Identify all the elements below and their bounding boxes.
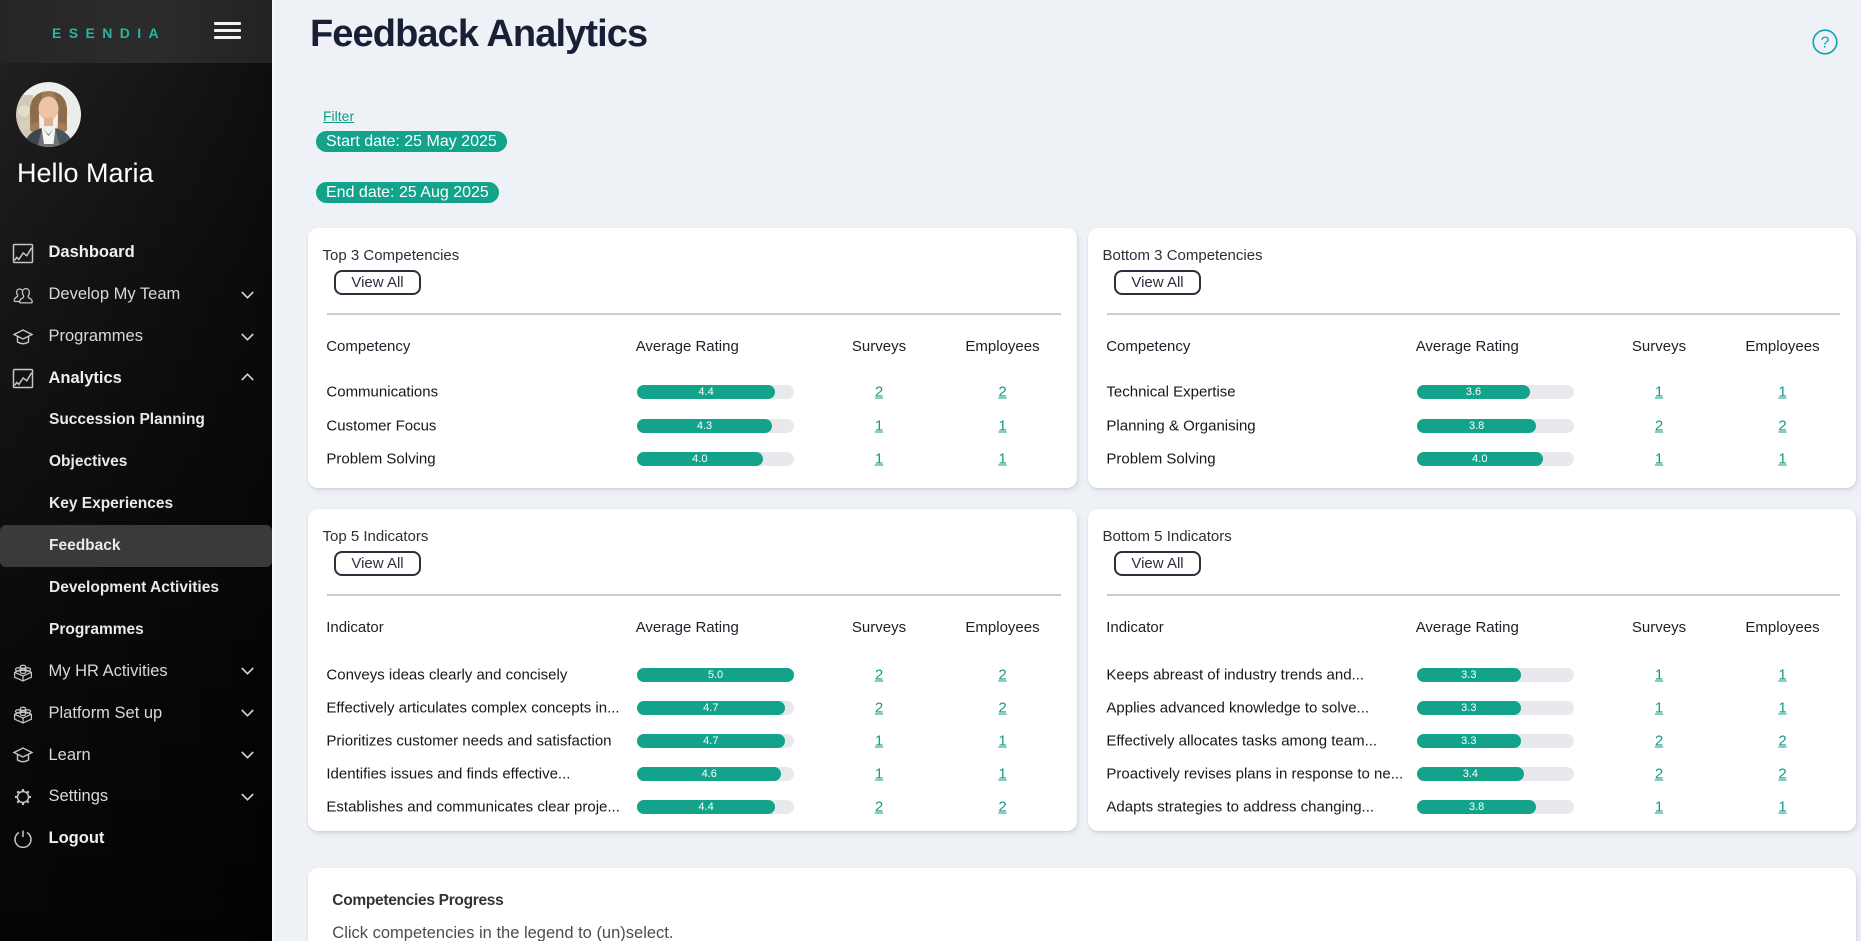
svg-text:?: ? — [1821, 35, 1830, 52]
